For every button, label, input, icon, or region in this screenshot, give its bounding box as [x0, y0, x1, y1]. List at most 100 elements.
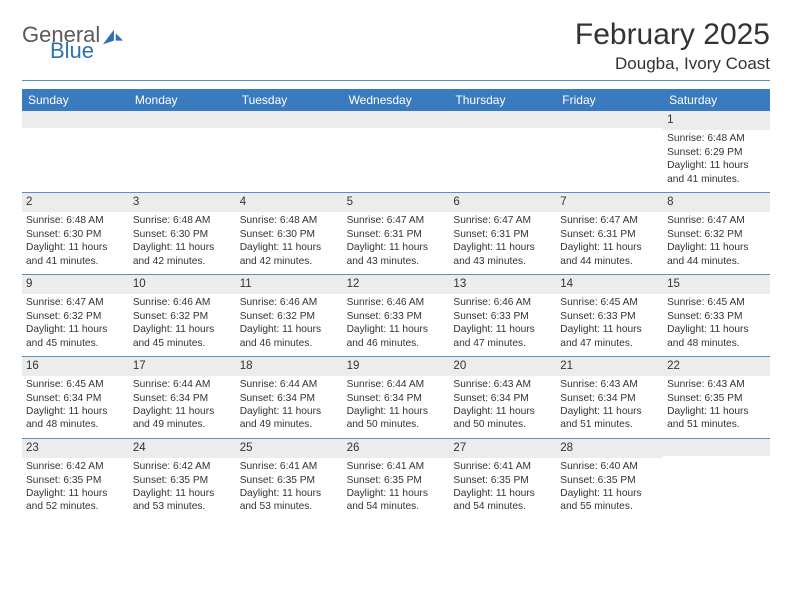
day-number [22, 111, 129, 128]
day-detail-line: Sunset: 6:33 PM [347, 310, 446, 323]
day-detail-line: Sunset: 6:31 PM [453, 228, 552, 241]
calendar-day: 23Sunrise: 6:42 AMSunset: 6:35 PMDayligh… [22, 439, 129, 520]
day-number: 9 [22, 275, 129, 294]
day-detail-line: Daylight: 11 hours and 49 minutes. [240, 405, 339, 432]
day-detail-line: Sunset: 6:33 PM [667, 310, 766, 323]
day-detail-line: Daylight: 11 hours and 44 minutes. [560, 241, 659, 268]
calendar-day: 7Sunrise: 6:47 AMSunset: 6:31 PMDaylight… [556, 193, 663, 274]
calendar-day: 2 Sunrise: 6:48 AMSunset: 6:30 PMDaylight… [22, 193, 129, 274]
day-detail-line: Daylight: 11 hours and 46 minutes. [240, 323, 339, 350]
day-detail-line: Daylight: 11 hours and 41 minutes. [26, 241, 125, 268]
day-number: 16 [22, 357, 129, 376]
day-detail-line: Sunrise: 6:42 AM [26, 460, 125, 473]
day-detail-line: Daylight: 11 hours and 48 minutes. [667, 323, 766, 350]
day-detail-line: Sunrise: 6:46 AM [133, 296, 232, 309]
day-detail-line: Sunrise: 6:46 AM [240, 296, 339, 309]
day-detail-line: Daylight: 11 hours and 43 minutes. [347, 241, 446, 268]
day-detail-line: Sunset: 6:35 PM [560, 474, 659, 487]
day-detail-line: Sunrise: 6:41 AM [240, 460, 339, 473]
brand-text-blue: Blue [50, 40, 124, 62]
day-number [236, 111, 343, 128]
day-detail-line: Sunrise: 6:44 AM [347, 378, 446, 391]
day-detail-line: Daylight: 11 hours and 52 minutes. [26, 487, 125, 514]
day-detail-line: Sunrise: 6:45 AM [26, 378, 125, 391]
day-number [663, 439, 770, 456]
calendar-day [22, 111, 129, 192]
day-detail-line: Sunset: 6:34 PM [240, 392, 339, 405]
day-detail-line: Daylight: 11 hours and 42 minutes. [133, 241, 232, 268]
calendar-day [663, 439, 770, 520]
day-detail-line: Daylight: 11 hours and 50 minutes. [453, 405, 552, 432]
day-detail-line: Sunrise: 6:48 AM [667, 132, 766, 145]
calendar-week: 9Sunrise: 6:47 AMSunset: 6:32 PMDaylight… [22, 274, 770, 356]
day-number: 28 [556, 439, 663, 458]
day-detail-line: Sunset: 6:29 PM [667, 146, 766, 159]
day-detail-line: Daylight: 11 hours and 55 minutes. [560, 487, 659, 514]
day-detail-line: Sunset: 6:34 PM [453, 392, 552, 405]
weeks-container: 1Sunrise: 6:48 AMSunset: 6:29 PMDaylight… [22, 111, 770, 520]
day-detail-line: Sunset: 6:31 PM [347, 228, 446, 241]
day-detail-line: Daylight: 11 hours and 43 minutes. [453, 241, 552, 268]
day-detail-line: Sunrise: 6:47 AM [667, 214, 766, 227]
calendar-day [343, 111, 450, 192]
day-detail-line: Sunrise: 6:48 AM [26, 214, 125, 227]
day-detail-line: Daylight: 11 hours and 42 minutes. [240, 241, 339, 268]
day-number: 27 [449, 439, 556, 458]
day-number [129, 111, 236, 128]
day-number: 11 [236, 275, 343, 294]
calendar: Sunday Monday Tuesday Wednesday Thursday… [22, 89, 770, 520]
calendar-day: 26Sunrise: 6:41 AMSunset: 6:35 PMDayligh… [343, 439, 450, 520]
page-title: February 2025 [575, 18, 770, 52]
dow-tuesday: Tuesday [236, 89, 343, 111]
calendar-day: 6 Sunrise: 6:47 AMSunset: 6:31 PMDaylight… [449, 193, 556, 274]
day-number [556, 111, 663, 128]
calendar-day: 22Sunrise: 6:43 AMSunset: 6:35 PMDayligh… [663, 357, 770, 438]
location-label: Dougba, Ivory Coast [575, 54, 770, 74]
day-detail-line: Sunrise: 6:43 AM [453, 378, 552, 391]
dow-monday: Monday [129, 89, 236, 111]
calendar-day: 1Sunrise: 6:48 AMSunset: 6:29 PMDaylight… [663, 111, 770, 192]
day-detail-line: Daylight: 11 hours and 54 minutes. [453, 487, 552, 514]
day-detail-line: Daylight: 11 hours and 53 minutes. [133, 487, 232, 514]
dow-saturday: Saturday [663, 89, 770, 111]
day-detail-line: Daylight: 11 hours and 51 minutes. [560, 405, 659, 432]
calendar-day: 9Sunrise: 6:47 AMSunset: 6:32 PMDaylight… [22, 275, 129, 356]
calendar-day: 15Sunrise: 6:45 AMSunset: 6:33 PMDayligh… [663, 275, 770, 356]
day-detail-line: Sunset: 6:30 PM [133, 228, 232, 241]
day-detail-line: Daylight: 11 hours and 46 minutes. [347, 323, 446, 350]
day-detail-line: Sunrise: 6:45 AM [560, 296, 659, 309]
day-detail-line: Sunrise: 6:47 AM [453, 214, 552, 227]
day-detail-line: Daylight: 11 hours and 45 minutes. [133, 323, 232, 350]
day-detail-line: Sunset: 6:34 PM [347, 392, 446, 405]
day-number: 12 [343, 275, 450, 294]
day-number: 6 [449, 193, 556, 212]
day-detail-line: Sunset: 6:30 PM [26, 228, 125, 241]
calendar-week: 16Sunrise: 6:45 AMSunset: 6:34 PMDayligh… [22, 356, 770, 438]
day-detail-line: Sunrise: 6:46 AM [453, 296, 552, 309]
day-number: 2 [22, 193, 129, 212]
calendar-week: 1Sunrise: 6:48 AMSunset: 6:29 PMDaylight… [22, 111, 770, 192]
day-number: 17 [129, 357, 236, 376]
calendar-day: 16Sunrise: 6:45 AMSunset: 6:34 PMDayligh… [22, 357, 129, 438]
calendar-day: 3Sunrise: 6:48 AMSunset: 6:30 PMDaylight… [129, 193, 236, 274]
day-detail-line: Sunrise: 6:40 AM [560, 460, 659, 473]
day-detail-line: Daylight: 11 hours and 44 minutes. [667, 241, 766, 268]
dow-thursday: Thursday [449, 89, 556, 111]
calendar-day: 24Sunrise: 6:42 AMSunset: 6:35 PMDayligh… [129, 439, 236, 520]
day-number: 7 [556, 193, 663, 212]
top-rule [22, 80, 770, 81]
day-detail-line: Daylight: 11 hours and 51 minutes. [667, 405, 766, 432]
day-detail-line: Sunset: 6:34 PM [560, 392, 659, 405]
day-detail-line: Sunset: 6:35 PM [667, 392, 766, 405]
day-number: 13 [449, 275, 556, 294]
day-number: 25 [236, 439, 343, 458]
day-number: 15 [663, 275, 770, 294]
day-detail-line: Sunset: 6:34 PM [133, 392, 232, 405]
calendar-day [556, 111, 663, 192]
day-detail-line: Sunrise: 6:41 AM [347, 460, 446, 473]
calendar-day: 10Sunrise: 6:46 AMSunset: 6:32 PMDayligh… [129, 275, 236, 356]
title-block: February 2025 Dougba, Ivory Coast [575, 18, 770, 74]
day-detail-line: Sunset: 6:33 PM [453, 310, 552, 323]
dow-sunday: Sunday [22, 89, 129, 111]
calendar-day: 27Sunrise: 6:41 AMSunset: 6:35 PMDayligh… [449, 439, 556, 520]
